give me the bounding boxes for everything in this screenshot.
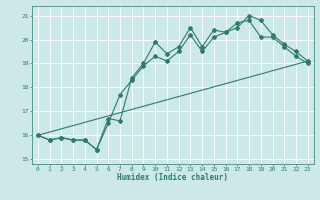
X-axis label: Humidex (Indice chaleur): Humidex (Indice chaleur) (117, 173, 228, 182)
